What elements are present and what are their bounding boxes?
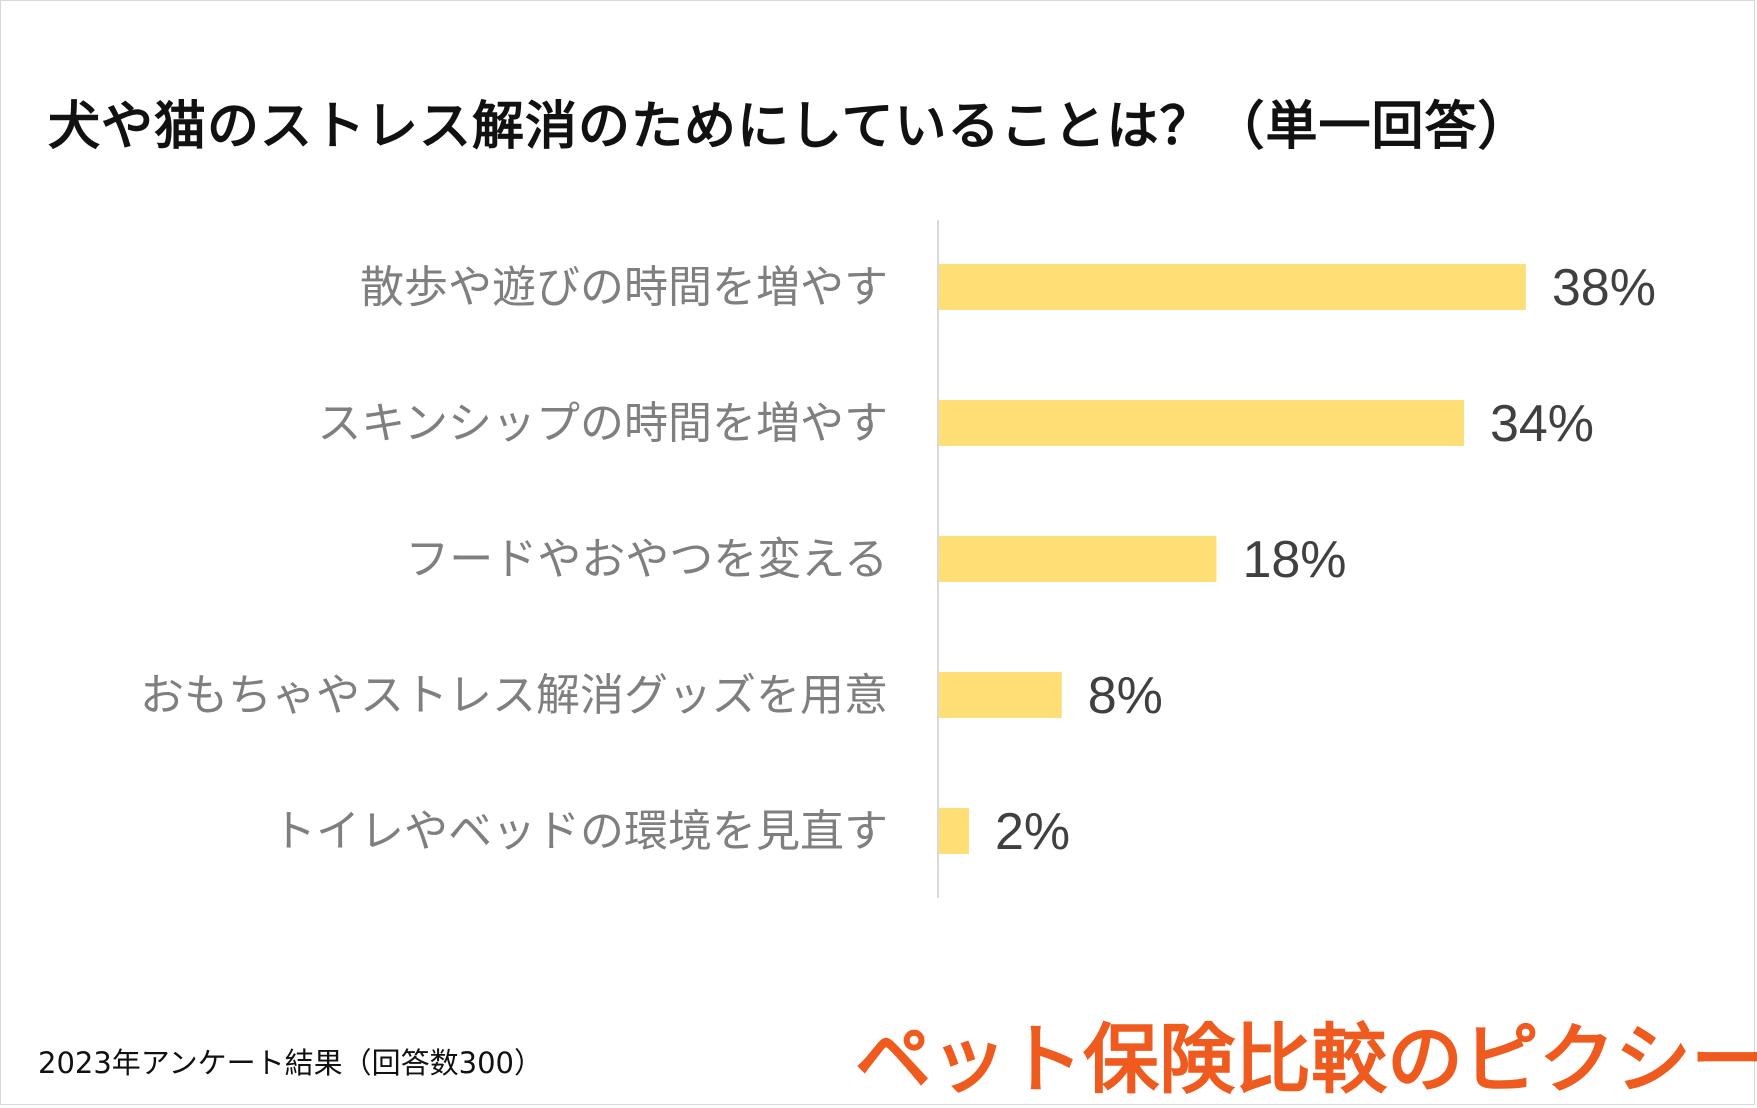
bar-5 bbox=[938, 808, 969, 854]
survey-footnote: 2023年アンケート結果（回答数300） bbox=[38, 1046, 543, 1080]
category-label-2: スキンシップの時間を増やす bbox=[317, 398, 888, 449]
data-label-4: 8% bbox=[1088, 667, 1163, 725]
bar-3 bbox=[938, 536, 1217, 582]
bar-2 bbox=[938, 400, 1464, 446]
bar-4 bbox=[938, 672, 1062, 718]
data-label-5: 2% bbox=[995, 803, 1070, 861]
data-label-3: 18% bbox=[1242, 531, 1346, 589]
data-label-2: 34% bbox=[1490, 395, 1594, 453]
bar-1 bbox=[938, 264, 1526, 310]
brand-logo: ペット保険比較のピクシー bbox=[855, 1015, 1757, 1104]
category-label-3: フードやおやつを変える bbox=[405, 534, 888, 585]
category-label-5: トイレやベッドの環境を見直す bbox=[272, 806, 888, 857]
data-label-1: 38% bbox=[1552, 259, 1656, 317]
chart-title: 犬や猫のストレス解消のためにしていることは？（単一回答） bbox=[48, 97, 1531, 157]
category-label-1: 散歩や遊びの時間を増やす bbox=[360, 262, 888, 313]
category-label-4: おもちゃやストレス解消グッズを用意 bbox=[140, 670, 888, 721]
